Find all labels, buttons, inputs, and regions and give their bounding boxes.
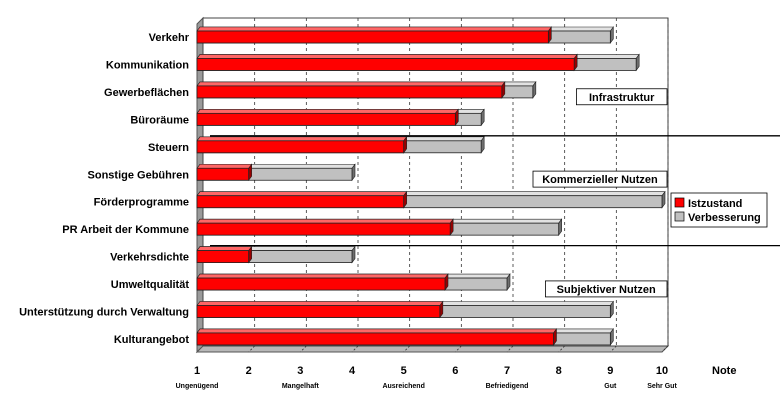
bar-istzustand-top <box>196 301 444 306</box>
group-label-box <box>545 280 668 298</box>
bar-istzustand-top <box>196 81 506 87</box>
tick-label: 8 <box>556 365 562 377</box>
category-label: Kommunikation <box>106 59 189 71</box>
gridline-floor <box>300 345 307 353</box>
x-axis-ticks: 1 2 3 4 5 6 7 8 9 10 Ungenügend Mangelhaft Ausreiche… <box>176 365 737 390</box>
bar-istzustand-face <box>196 140 405 154</box>
group-label: Subjektiver Nutzen <box>545 280 668 298</box>
tick-label: 9 <box>607 365 613 377</box>
category-label: Verkehr <box>149 32 190 44</box>
category-label: Umweltqualität <box>111 279 190 291</box>
bar-istzustand-top <box>196 246 253 251</box>
bar-istzustand-top <box>196 191 408 196</box>
category-label: Büroräume <box>130 114 189 126</box>
category-label: Steuern <box>148 142 189 154</box>
tick-word-label: Mangelhaft <box>282 383 320 390</box>
bar-istzustand-top <box>196 26 552 32</box>
tick-word-label: Befriedigend <box>486 383 529 390</box>
tick-label: 7 <box>504 365 510 377</box>
group-dividers <box>210 135 780 247</box>
bar-istzustand-top <box>196 54 578 59</box>
legend-label: Verbesserung <box>688 212 761 224</box>
bar-istzustand <box>196 218 454 237</box>
group-label: Kommerzieller Nutzen <box>532 170 668 188</box>
gridline-floor <box>558 345 565 353</box>
group-label-text: Infrastruktur <box>589 92 655 104</box>
tick-word-label: Ausreichend <box>382 383 424 390</box>
tick-label: 6 <box>452 365 458 377</box>
bar-istzustand-top <box>196 328 558 334</box>
bar-istzustand <box>196 81 506 99</box>
bar-istzustand-top <box>196 273 449 279</box>
plot-background <box>195 16 670 354</box>
tick-label: 2 <box>246 365 252 377</box>
category-label: Sonstige Gebühren <box>88 169 190 181</box>
x-axis-title: Note <box>712 365 736 377</box>
category-label: Kulturangebot <box>114 334 189 346</box>
bar-istzustand <box>196 245 253 264</box>
group-label: Infrastruktur <box>576 88 668 106</box>
bar-istzustand-top <box>196 163 253 169</box>
gridline-floor <box>661 345 669 353</box>
group-labels: Infrastruktur Kommerzieller Nutzen Subjekt… <box>532 88 668 298</box>
bar-istzustand-top <box>196 109 459 114</box>
bar-istzustand-face <box>196 30 549 44</box>
bar-istzustand <box>196 273 449 291</box>
bar-istzustand <box>196 108 459 127</box>
tick-label: 10 <box>656 365 668 377</box>
legend-swatch <box>674 197 685 208</box>
tick-word-label: Gut <box>604 383 617 390</box>
tick-label: 4 <box>349 365 356 377</box>
category-label: Unterstützung durch Verwaltung <box>19 307 189 319</box>
bar-istzustand-face <box>196 85 503 99</box>
group-label-text: Subjektiver Nutzen <box>557 284 656 296</box>
bar-istzustand <box>196 300 444 319</box>
tick-word-label: Sehr Gut <box>647 383 677 390</box>
gridline-floor <box>610 345 617 353</box>
gridline-floor <box>506 345 514 353</box>
bar-istzustand-face <box>196 305 441 318</box>
bar-istzustand-face <box>196 332 554 346</box>
bar-istzustand-face <box>196 195 405 209</box>
bar-istzustand-face <box>196 58 575 71</box>
legend-label: Istzustand <box>688 198 742 210</box>
floor-wall <box>195 345 670 353</box>
bar-istzustand <box>196 190 408 209</box>
gridline-floor <box>248 345 255 353</box>
bar-istzustand <box>196 53 578 72</box>
category-label: Gewerbeflächen <box>104 87 189 99</box>
gridline-floor <box>403 345 410 353</box>
bar-istzustand <box>196 328 558 346</box>
legend-box <box>670 192 768 228</box>
bar-istzustand-face <box>196 222 451 236</box>
tick-label: 5 <box>401 365 407 377</box>
bar-istzustand <box>196 163 253 182</box>
gridline-floor <box>455 345 462 353</box>
group-label-box <box>576 88 668 106</box>
category-label: PR Arbeit der Kommune <box>62 224 189 236</box>
tick-label: 3 <box>297 365 303 377</box>
bar-istzustand-face <box>196 112 456 126</box>
tick-word-label: Ungenügend <box>176 383 219 390</box>
tick-label: 1 <box>194 365 200 377</box>
legend[interactable]: Istzustand Verbesserung <box>670 192 768 228</box>
group-label-box <box>532 170 668 188</box>
category-labels: Verkehr Kommunikation Gewerbeflächen Bürorä… <box>19 32 190 346</box>
category-label: Förderprogramme <box>94 197 189 209</box>
bars <box>196 26 666 346</box>
bar-istzustand <box>196 26 552 44</box>
gridline-floor <box>351 345 359 353</box>
bar-istzustand-face <box>196 167 250 181</box>
bar-istzustand-top <box>196 136 408 142</box>
bar-istzustand-top <box>196 218 454 224</box>
plot-area <box>197 18 668 352</box>
legend-swatch <box>674 211 685 222</box>
bar-istzustand <box>196 135 408 154</box>
category-label: Verkehrsdichte <box>110 252 189 264</box>
bar-istzustand-face <box>196 250 250 264</box>
group-label-text: Kommerzieller Nutzen <box>542 174 658 186</box>
bar-istzustand-face <box>196 277 446 291</box>
